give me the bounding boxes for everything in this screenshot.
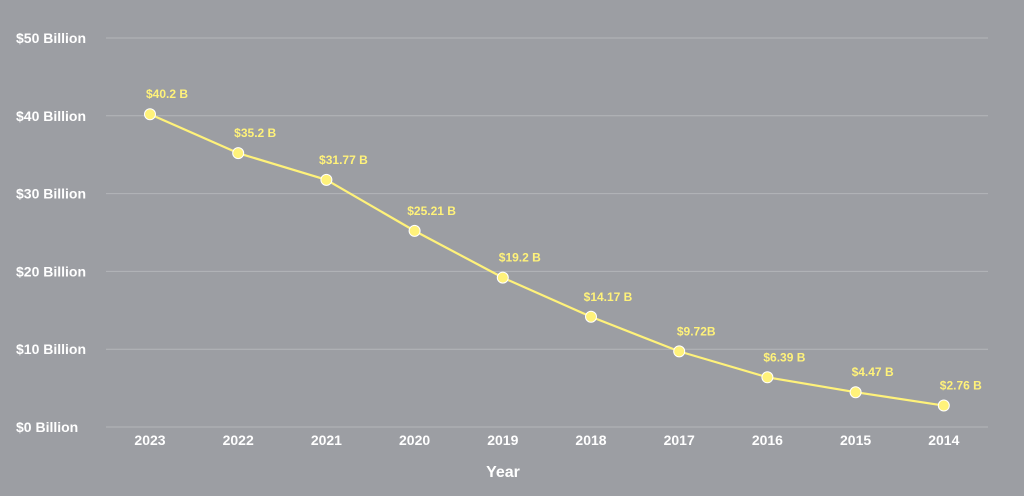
data-point[interactable] <box>673 345 686 358</box>
x-tick-label: 2020 <box>399 432 430 448</box>
data-point[interactable] <box>585 310 597 323</box>
x-tick-label: 2018 <box>575 432 606 448</box>
data-point[interactable] <box>408 224 421 237</box>
y-tick-label: $20 Billion <box>16 263 86 279</box>
y-tick-label: $40 Billion <box>16 108 86 124</box>
y-tick-label: $30 Billion <box>16 186 86 202</box>
data-label: $19.2 B <box>499 251 541 265</box>
x-tick-label: 2019 <box>487 432 518 448</box>
data-label: $2.76 B <box>940 379 982 393</box>
data-label: $6.39 B <box>763 350 805 364</box>
data-point[interactable] <box>496 271 509 284</box>
data-point[interactable] <box>320 173 333 186</box>
y-tick-label: $0 Billion <box>16 419 78 435</box>
data-point[interactable] <box>937 399 950 412</box>
data-point[interactable] <box>232 147 245 160</box>
data-label: $40.2 B <box>146 87 188 101</box>
x-tick-label: 2015 <box>840 432 871 448</box>
data-label: $9.72B <box>677 324 716 338</box>
data-label: $25.21 B <box>407 204 456 218</box>
series-line <box>148 113 945 407</box>
y-tick-label: $50 Billion <box>16 30 86 46</box>
x-tick-label: 2022 <box>223 432 254 448</box>
x-tick-label: 2021 <box>311 432 342 448</box>
series-layer: $40.2 B $35.2 B $31.77 B $25.21 B $19.2 B $14… <box>144 87 982 412</box>
x-tick-label: 2017 <box>664 432 695 448</box>
data-label: $14.17 B <box>584 290 633 304</box>
data-label: $35.2 B <box>234 126 276 140</box>
x-tick-label: 2014 <box>928 432 959 448</box>
data-label: $4.47 B <box>852 365 894 379</box>
x-tick-label: 2016 <box>752 432 783 448</box>
data-point[interactable] <box>144 108 156 121</box>
data-label: $31.77 B <box>319 153 368 167</box>
x-tick-label: 2023 <box>134 432 165 448</box>
y-axis: $0 Billion $10 Billion $20 Billion $30 Bill… <box>16 30 86 435</box>
grid-layer <box>106 37 988 428</box>
data-point[interactable] <box>849 386 862 399</box>
x-axis-title: Year <box>486 464 520 481</box>
y-tick-label: $10 Billion <box>16 341 86 357</box>
x-axis: 2023 2022 2021 2020 2019 2018 2017 2016 2015 2014 <box>134 432 959 448</box>
data-point[interactable] <box>761 371 774 384</box>
